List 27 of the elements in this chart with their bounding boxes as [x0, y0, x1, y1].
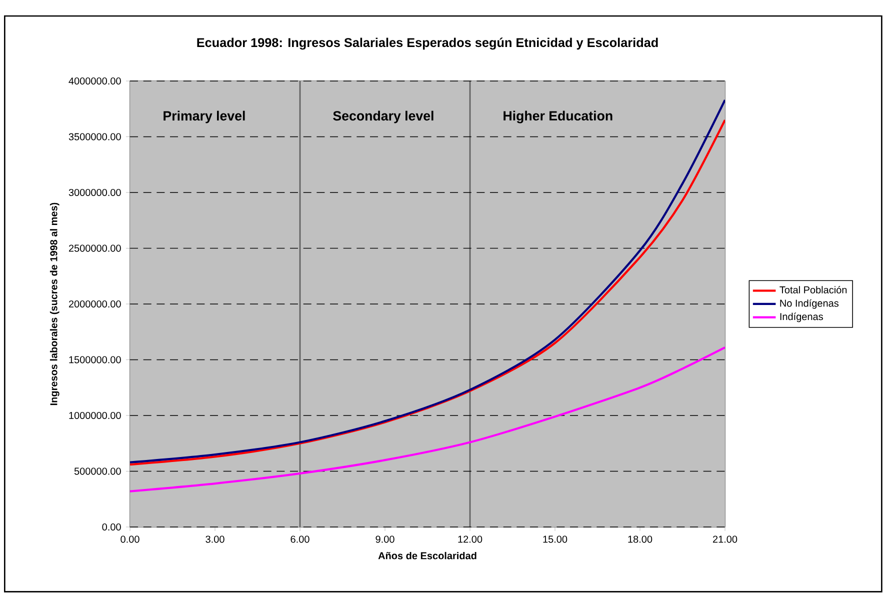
- band-label: Higher Education: [504, 110, 612, 124]
- x-tick-label: 18.00: [628, 536, 652, 543]
- x-tick-label: 0.00: [120, 536, 140, 543]
- x-tick-label: 6.00: [290, 536, 310, 543]
- y-tick-label: 500000.00: [74, 468, 121, 475]
- y-tick-label: 0.00: [102, 523, 121, 531]
- legend-label: No Indígenas: [780, 299, 839, 309]
- x-tick-label: 15.00: [543, 536, 568, 543]
- line-series: [130, 346, 725, 492]
- legend-label: Total Población: [780, 286, 847, 294]
- y-tick-label: 3000000.00: [68, 188, 121, 196]
- band-label: Secondary level: [333, 110, 434, 124]
- x-tick-label: 3.00: [206, 536, 224, 543]
- y-axis-title: Ingresos laborales (sucres de 1998 al mes): [50, 202, 60, 406]
- y-tick-label: 4000000.00: [68, 77, 121, 85]
- x-tick-label: 12.00: [458, 536, 482, 543]
- y-tick-label: 1000000.00: [69, 412, 121, 420]
- band-label: Primary level: [164, 110, 245, 124]
- x-axis-title: Años de Escolaridad: [378, 552, 476, 560]
- y-tick-label: 1500000.00: [69, 356, 121, 364]
- chart-title: Ecuador 1998: Ingresos Salariales Esperados según Etnicidad y Escolaridad: [197, 38, 658, 50]
- y-tick-label: 2000000.00: [68, 300, 121, 308]
- legend-label: Indígenas: [780, 312, 823, 322]
- x-tick-label: 21.00: [712, 536, 738, 543]
- y-tick-label: 3500000.00: [68, 133, 121, 140]
- y-tick-label: 2500000.00: [68, 244, 121, 252]
- x-tick-label: 9.00: [376, 536, 394, 543]
